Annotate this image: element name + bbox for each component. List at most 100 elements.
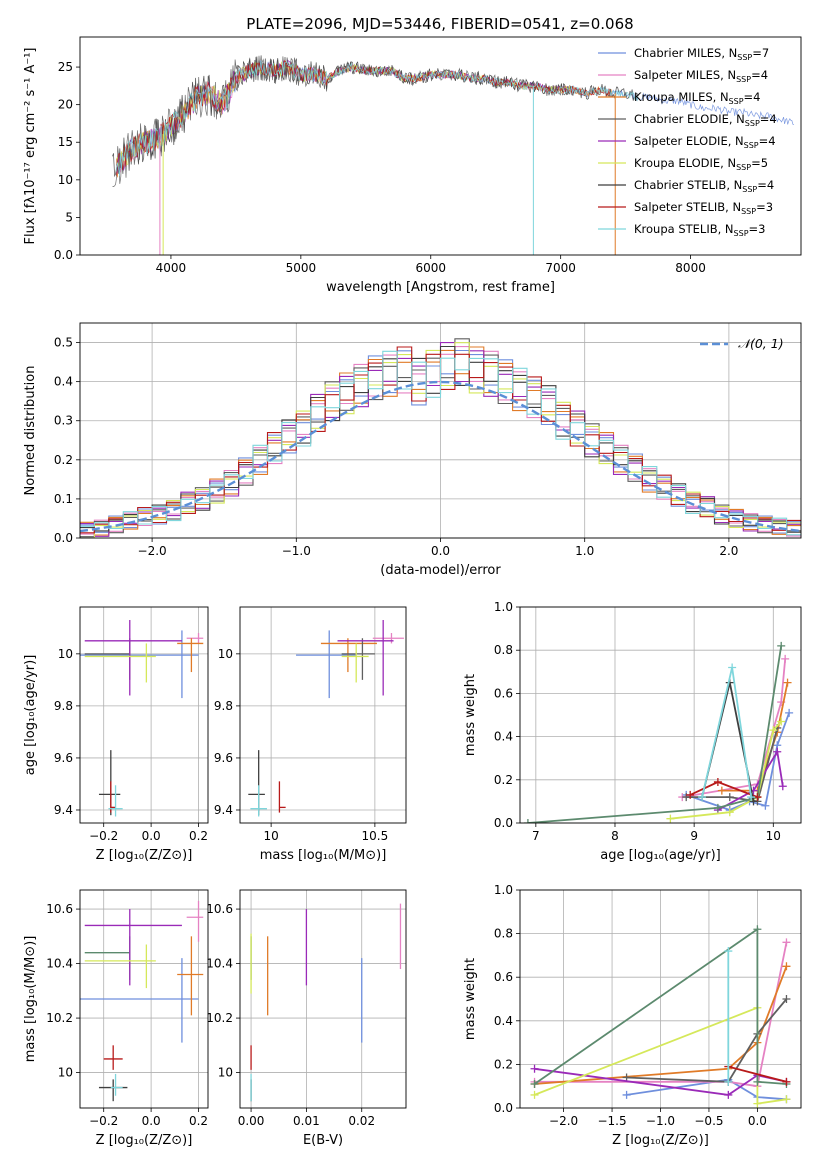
y-tick-label: 10.2 [206, 1011, 233, 1025]
weight-marker [753, 1099, 762, 1108]
y-tick-label: 0.8 [494, 927, 513, 941]
plot-area [112, 55, 795, 255]
y-tick-label: 0.0 [494, 816, 513, 830]
y-tick-label: 0.0 [494, 1101, 513, 1115]
legend-label: Chabrier STELIB, NSSP=4 [634, 178, 774, 194]
legend-label: Kroupa STELIB, NSSP=3 [634, 222, 765, 238]
legend-label: Chabrier MILES, NSSP=7 [634, 46, 769, 62]
y-tick-label: 10.6 [206, 902, 233, 916]
weight-marker [717, 786, 726, 795]
y-axis-label: mass [log₁₀(M/M⊙)] [23, 936, 38, 1063]
legend-subscript: SSP [745, 119, 760, 128]
y-tick-label: 0.0 [54, 248, 73, 262]
weight-marker [747, 793, 756, 802]
legend-count: =4 [744, 90, 761, 104]
weight-marker [724, 1077, 733, 1086]
y-axis-label: mass weight [463, 674, 478, 756]
axes-frame [519, 889, 802, 1109]
x-tick-label: 0.01 [293, 1114, 320, 1128]
y-tick-label: 0.2 [54, 453, 73, 467]
plot-area [250, 903, 402, 1102]
weight-marker [777, 641, 786, 650]
panel-residual-histogram: −2.0 −1.0 0.0 1.0 2.0 0.0 0.1 0.2 0.3 0.4 0.5 (data… [23, 322, 802, 578]
errorbar-point [80, 630, 199, 699]
axes-frame [239, 889, 407, 1109]
errorbar-point [248, 750, 265, 816]
panel-mass-vs-z: −0.2 0.0 0.2 10 10.2 10.4 10.6 Z [log₁₀(Z/Z⊙)] m… [23, 889, 209, 1148]
weight-marker [753, 1077, 762, 1086]
y-tick-label: 0.8 [494, 643, 513, 657]
x-axis-label: Z [log₁₀(Z/Z⊙)] [96, 1133, 193, 1148]
errorbar-point [110, 781, 116, 813]
weight-marker [782, 995, 791, 1003]
axes-frame [519, 606, 802, 824]
y-tick-label: 20 [58, 98, 73, 112]
figure-title: PLATE=2096, MJD=53446, FIBERID=0541, z=0… [246, 15, 633, 33]
y-axis-label: Flux [fλ10⁻¹⁷ erg cm⁻² s⁻¹ A⁻¹] [23, 48, 38, 245]
spectrum-line [116, 60, 639, 177]
x-axis-label: wavelength [Angstrom, rest frame] [326, 280, 555, 295]
legend-label: Salpeter MILES, NSSP=4 [634, 68, 768, 84]
legend-count: =4 [751, 68, 768, 82]
weight-marker [778, 782, 787, 791]
errorbar-point [177, 936, 204, 1016]
x-tick-label: 9 [690, 829, 698, 843]
weight-marker [523, 819, 532, 823]
x-tick-label: 10 [766, 829, 781, 843]
y-tick-label: 15 [58, 135, 73, 149]
errorbar-point [296, 630, 357, 699]
errorbar-point [177, 638, 204, 673]
legend-label: Salpeter STELIB, NSSP=3 [634, 200, 773, 216]
panel-mass-weight-vs-age: 7 8 9 10 0.0 0.2 0.4 0.6 0.8 1.0 age [log₁₀(age/yr… [463, 600, 802, 863]
legend-subscript: SSP [742, 185, 757, 194]
legend-subscript: SSP [737, 53, 752, 62]
weight-marker [785, 708, 794, 717]
x-axis-label: Z [log₁₀(Z/Z⊙)] [96, 848, 193, 863]
legend-label-normal: 𝒩(0, 1) [738, 336, 784, 351]
plot-area [80, 338, 801, 538]
legend-label: Chabrier ELODIE, NSSP=4 [634, 112, 777, 128]
y-axis-label: mass weight [463, 958, 478, 1040]
x-tick-label: 2.0 [719, 544, 738, 558]
errorbar-point [320, 638, 377, 673]
y-tick-label: 0.1 [54, 492, 73, 506]
x-tick-label: −0.5 [694, 1114, 723, 1128]
y-tick-label: 10.4 [206, 957, 233, 971]
x-tick-label: 8000 [675, 261, 706, 275]
panel-age-vs-z: −0.2 0.0 0.2 9.4 9.6 9.8 10 Z [log₁₀(Z/Z⊙)] age … [23, 606, 209, 863]
y-tick-label: 10 [218, 647, 233, 661]
weight-marker [713, 803, 722, 812]
legend-count: =4 [759, 134, 776, 148]
axes-frame [79, 36, 802, 256]
legend-count: =3 [756, 200, 773, 214]
y-tick-label: 0.2 [494, 1057, 513, 1071]
weight-line [701, 682, 755, 802]
plot-area [523, 641, 794, 823]
y-tick-label: 9.6 [214, 751, 233, 765]
errorbar-point [186, 900, 204, 942]
weight-marker [725, 808, 734, 817]
x-tick-label: 1.0 [575, 544, 594, 558]
errorbar-point [110, 1073, 123, 1096]
x-tick-label: −1.5 [597, 1114, 626, 1128]
x-tick-label: 0.2 [189, 1114, 208, 1128]
y-tick-label: 1.0 [494, 600, 513, 614]
x-tick-label: −2.0 [549, 1114, 578, 1128]
y-tick-label: 25 [58, 60, 73, 74]
x-axis-label: E(B-V) [303, 1133, 343, 1148]
legend-subscript: SSP [729, 97, 744, 106]
weight-line [701, 667, 752, 798]
weight-marker [728, 663, 737, 672]
y-tick-label: 0.2 [494, 773, 513, 787]
legend-count: =5 [751, 156, 768, 170]
y-tick-label: 10 [58, 647, 73, 661]
legend-count: =4 [760, 112, 777, 126]
plots: 4000 5000 6000 7000 8000 0.0 5 10 15 20 25 waveleng… [23, 36, 802, 1148]
plot-area [248, 620, 404, 817]
legend-count: =3 [749, 222, 766, 236]
weight-marker [713, 777, 722, 786]
weight-marker [530, 1090, 539, 1099]
plot-area [80, 620, 204, 817]
legend-subscript: SSP [736, 75, 751, 84]
errorbar-point [337, 620, 394, 696]
